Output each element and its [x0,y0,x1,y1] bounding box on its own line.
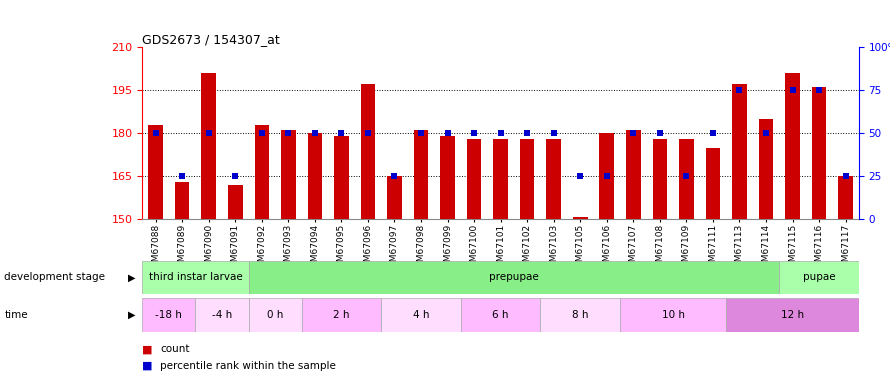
Text: pupae: pupae [803,273,836,282]
Bar [573,216,587,219]
Bar [149,124,163,219]
Text: prepupae: prepupae [489,273,538,282]
Text: development stage: development stage [4,273,105,282]
Bar [780,261,859,294]
Bar [812,87,826,219]
Bar [626,130,641,219]
Bar [334,136,349,219]
Bar [142,298,196,332]
Bar [838,176,853,219]
Bar [758,119,773,219]
Bar [142,261,248,294]
Bar [255,124,269,219]
Bar [493,139,508,219]
Text: -4 h: -4 h [212,310,232,320]
Bar [175,182,190,219]
Text: 8 h: 8 h [572,310,588,320]
Text: ▶: ▶ [128,273,135,282]
Bar [600,133,614,219]
Bar [706,147,720,219]
Text: time: time [4,310,28,320]
Text: ■: ■ [142,361,153,370]
Bar [228,185,243,219]
Bar [281,130,295,219]
Text: ■: ■ [142,345,153,354]
Bar [679,139,693,219]
Bar [248,261,780,294]
Text: GDS2673 / 154307_at: GDS2673 / 154307_at [142,33,280,46]
Text: 10 h: 10 h [661,310,684,320]
Bar [381,298,461,332]
Bar [387,176,401,219]
Text: 0 h: 0 h [267,310,283,320]
Text: 12 h: 12 h [781,310,804,320]
Bar [726,298,859,332]
Bar [248,298,302,332]
Bar [441,136,455,219]
Bar [785,73,800,219]
Text: count: count [160,345,190,354]
Text: -18 h: -18 h [156,310,182,320]
Bar [520,139,535,219]
Text: ▶: ▶ [128,310,135,320]
Bar [360,84,376,219]
Text: percentile rank within the sample: percentile rank within the sample [160,361,336,370]
Bar [196,298,248,332]
Bar [546,139,561,219]
Bar [201,73,216,219]
Text: 2 h: 2 h [333,310,350,320]
Bar [620,298,726,332]
Bar [652,139,668,219]
Bar [414,130,428,219]
Bar [466,139,481,219]
Bar [302,298,381,332]
Bar [732,84,747,219]
Bar [308,133,322,219]
Text: third instar larvae: third instar larvae [149,273,242,282]
Bar [540,298,620,332]
Text: 4 h: 4 h [413,310,429,320]
Text: 6 h: 6 h [492,310,509,320]
Bar [461,298,540,332]
